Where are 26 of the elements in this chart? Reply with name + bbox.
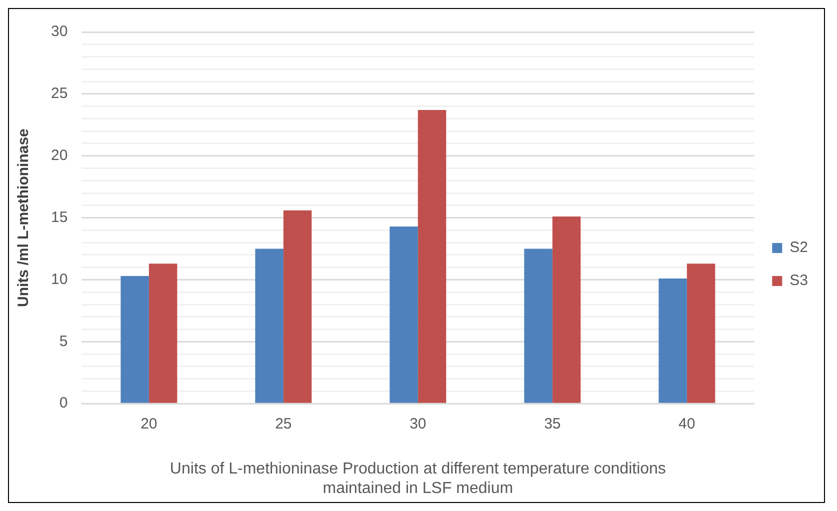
x-axis-title: Units of L-methioninase Production at different temperature conditions maintained in LSF medium [170,460,666,497]
y-tick-label: 10 [50,270,68,288]
bar [524,248,552,403]
x-tick-label: 25 [275,416,292,433]
x-tick-label: 30 [410,416,426,433]
y-tick-label: 15 [50,208,68,226]
bar [148,264,178,403]
x-tick-label: 35 [544,416,561,433]
y-tick-label: 5 [59,332,68,350]
bar [552,216,581,403]
y-tick-label: 20 [50,147,68,164]
bar [283,210,312,403]
x-tick-label: 20 [140,416,158,433]
bar [686,264,716,403]
y-tick-label: 0 [59,394,68,412]
legend-label: S3 [790,272,808,290]
x-tick-label: 40 [678,416,696,433]
bar [390,226,418,403]
bar [418,110,446,403]
y-tick-label: 25 [50,85,68,102]
legend-label: S2 [790,239,808,256]
y-tick-label: 30 [50,23,68,40]
bar [658,278,687,403]
y-axis-title: Units /ml L-methioninase [15,128,32,307]
bar [120,276,149,403]
bar [255,248,284,403]
